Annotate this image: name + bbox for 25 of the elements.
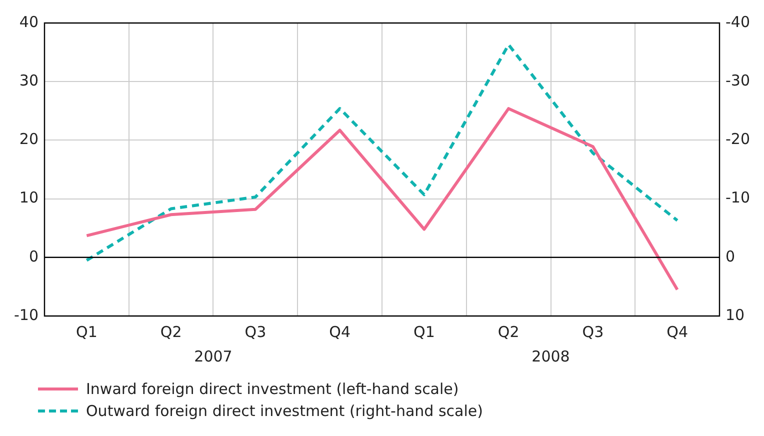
- text: 2008: [532, 347, 570, 366]
- y-tick-label: 10: [19, 188, 38, 207]
- y-tick-label: -10: [14, 306, 38, 324]
- legend-label: Outward foreign direct investment (right-hand scale): [86, 402, 483, 420]
- y2-tick-label: -30: [726, 71, 750, 90]
- legend-label: Inward foreign direct investment (left-hand scale): [86, 380, 459, 398]
- y2-tick-label: -40: [726, 12, 750, 31]
- x-tick-label: Q4: [666, 322, 688, 341]
- x-tick-label: Q3: [244, 322, 266, 341]
- line-series: [85, 43, 679, 262]
- x-tick-label: Q3: [582, 322, 604, 341]
- y-tick-label: 40: [19, 12, 38, 31]
- x-tick-label: Q2: [498, 322, 520, 341]
- y2-tick-label: -10: [726, 188, 750, 207]
- x-tick-label: Q2: [160, 322, 182, 341]
- y2-tick-label: -20: [726, 130, 750, 148]
- y-tick-label: 20: [19, 130, 38, 148]
- x-tick-label: Q1: [414, 322, 435, 341]
- y2-tick-label: 10: [726, 306, 745, 324]
- x-tick-label: Q4: [329, 322, 350, 341]
- x-tick-label: Q1: [76, 322, 98, 341]
- y-tick-label: 0: [28, 247, 38, 266]
- text: 2007: [194, 347, 232, 366]
- y-tick-label: 30: [19, 71, 38, 90]
- y2-tick-label: 0: [726, 247, 736, 266]
